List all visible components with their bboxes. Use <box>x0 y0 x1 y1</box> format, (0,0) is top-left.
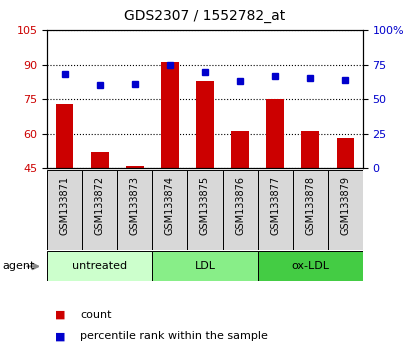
Bar <box>91 152 108 168</box>
Bar <box>231 131 248 168</box>
Bar <box>301 131 318 168</box>
Text: ■: ■ <box>55 310 66 320</box>
Bar <box>152 251 257 281</box>
Bar <box>126 166 143 168</box>
Bar <box>222 170 257 250</box>
Bar <box>47 251 152 281</box>
Bar <box>152 170 187 250</box>
Bar <box>292 170 327 250</box>
Text: GSM133879: GSM133879 <box>339 176 349 235</box>
Bar <box>257 251 362 281</box>
Bar <box>336 138 353 168</box>
Text: percentile rank within the sample: percentile rank within the sample <box>80 331 267 341</box>
Text: GSM133873: GSM133873 <box>130 176 139 235</box>
Bar <box>56 104 73 168</box>
Text: GSM133877: GSM133877 <box>270 176 279 235</box>
Text: LDL: LDL <box>194 261 215 272</box>
Bar <box>266 99 283 168</box>
Bar <box>161 62 178 168</box>
Bar <box>82 170 117 250</box>
Bar <box>187 170 222 250</box>
Text: GSM133872: GSM133872 <box>94 176 105 235</box>
Text: GSM133878: GSM133878 <box>304 176 315 235</box>
Bar <box>117 170 152 250</box>
Text: GSM133874: GSM133874 <box>164 176 175 235</box>
Text: GSM133875: GSM133875 <box>200 176 209 235</box>
Bar <box>257 170 292 250</box>
Text: agent: agent <box>2 261 34 272</box>
Text: untreated: untreated <box>72 261 127 272</box>
Bar <box>47 170 82 250</box>
Text: GSM133876: GSM133876 <box>234 176 245 235</box>
Text: ox-LDL: ox-LDL <box>290 261 328 272</box>
Bar <box>196 81 213 168</box>
Text: ■: ■ <box>55 331 66 341</box>
Bar <box>327 170 362 250</box>
Text: GDS2307 / 1552782_at: GDS2307 / 1552782_at <box>124 9 285 23</box>
Text: GSM133871: GSM133871 <box>60 176 70 235</box>
Text: count: count <box>80 310 111 320</box>
